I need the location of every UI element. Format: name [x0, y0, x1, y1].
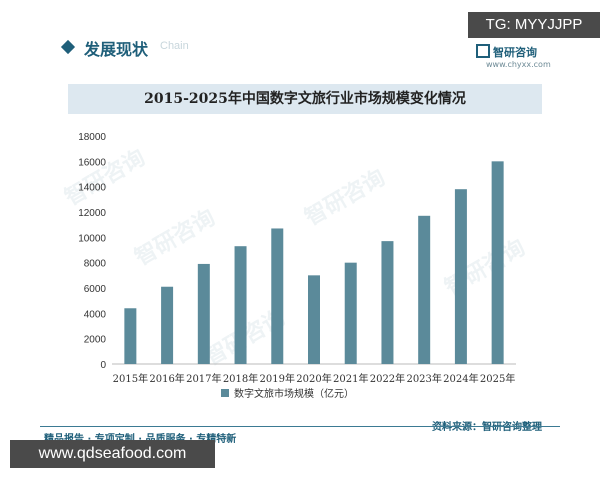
x-tick-label: 2022年 [370, 372, 405, 385]
y-tick-label: 4000 [84, 309, 107, 320]
bar-chart: 0 2000 4000 6000 8000 10000 12000 14000 16000 180… [78, 132, 516, 400]
y-tick-label: 0 [100, 360, 106, 371]
legend-label: 数字文旅市场规模（亿元） [234, 387, 354, 400]
tg-label: TG: MYYJJPP [468, 12, 600, 38]
brand: 智研咨询 [476, 44, 537, 60]
x-tick-label: 2025年 [480, 372, 515, 385]
y-tick-label: 6000 [84, 284, 107, 295]
brand-url: www.chyxx.com [486, 60, 551, 69]
bar [234, 246, 247, 364]
x-tick-label: 2018年 [223, 372, 258, 385]
footer-slogan: 精品报告 · 专项定制 · 品质服务 · 专精特新 [44, 434, 237, 445]
bar [381, 241, 394, 364]
footer-divider [40, 426, 560, 427]
x-tick-label: 2017年 [186, 372, 221, 385]
y-tick-label: 18000 [78, 132, 106, 143]
y-tick-label: 2000 [84, 335, 107, 346]
x-tick-label: 2021年 [333, 372, 368, 385]
y-tick-label: 14000 [78, 183, 106, 194]
y-tick-label: 16000 [78, 157, 106, 168]
chart-title: 2015-2025年中国数字文旅行业市场规模变化情况 [144, 91, 466, 107]
bar [308, 275, 320, 364]
brand-name: 智研咨询 [493, 46, 537, 59]
y-tick-label: 12000 [78, 208, 106, 219]
y-tick-label: 10000 [78, 233, 106, 244]
bar [197, 263, 210, 364]
header: 发展现状 Chain TG: MYYJJPP 智研咨询 www.chyxx.co… [0, 0, 600, 70]
brand-logo-icon [476, 44, 490, 58]
diamond-icon [60, 39, 76, 55]
bar [124, 308, 137, 364]
legend-swatch [221, 389, 229, 397]
y-tick-label: 8000 [84, 259, 107, 270]
x-tick-label: 2015年 [113, 372, 148, 385]
x-tick-label: 2024年 [443, 372, 478, 385]
x-tick-label: 2019年 [260, 372, 295, 385]
section-title: 发展现状 [84, 40, 149, 59]
section-title-en: Chain [160, 40, 189, 52]
source-note: 资料来源：智研咨询整理 [432, 422, 542, 433]
bar [491, 161, 504, 364]
site-url: www.qdseafood.com [10, 440, 215, 468]
bar [418, 215, 431, 364]
chart-title-band: 2015-2025年中国数字文旅行业市场规模变化情况 [68, 84, 542, 114]
bar [161, 286, 174, 364]
x-tick-label: 2020年 [296, 372, 331, 385]
bar [454, 189, 467, 364]
x-tick-label: 2016年 [149, 372, 184, 385]
bar [271, 228, 284, 364]
x-tick-label: 2023年 [406, 372, 441, 385]
bar [344, 262, 357, 364]
